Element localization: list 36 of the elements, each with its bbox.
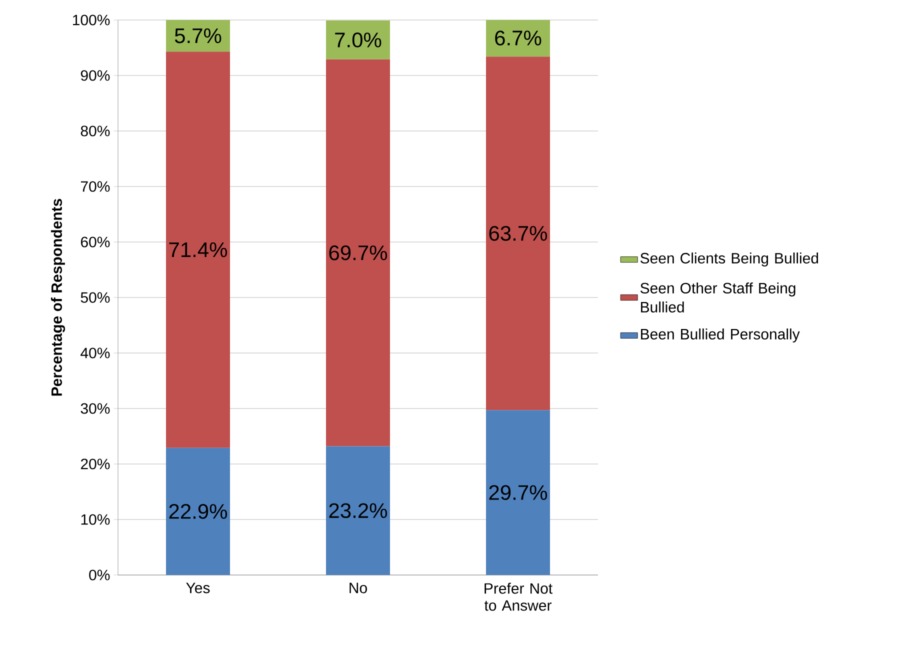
bar	[166, 20, 230, 52]
bar	[166, 448, 230, 575]
y-tick-label: 0%	[89, 570, 110, 580]
data-label: 23.2%	[329, 503, 388, 518]
y-axis-title: Percentage of Respondents	[50, 198, 66, 396]
data-label: 7.0%	[335, 32, 382, 48]
y-tick-label: 40%	[80, 348, 110, 358]
x-tick-label: No	[350, 582, 367, 594]
data-label: 63.7%	[489, 226, 548, 241]
bar	[486, 56, 550, 410]
bar	[326, 446, 390, 575]
y-tick-label: 80%	[80, 126, 110, 136]
y-tick-label: 90%	[80, 70, 110, 81]
y-tick-label: 20%	[80, 458, 110, 470]
data-label: 6.7%	[495, 30, 542, 46]
bar	[326, 59, 390, 446]
legend-label: Been Bullied Personally	[641, 328, 800, 342]
y-tick-label: 60%	[80, 236, 110, 248]
x-tick-label: Yes	[186, 582, 210, 594]
y-tick-label: 70%	[80, 181, 110, 192]
data-label: 71.4%	[169, 242, 228, 258]
y-tick-label: 50%	[80, 292, 110, 303]
bar	[486, 20, 550, 57]
y-tick-label: 100%	[73, 14, 110, 26]
data-label: 5.7%	[174, 28, 222, 44]
bar	[326, 20, 390, 60]
legend-label: Seen Other Staff Being Bullied	[640, 282, 796, 312]
legend-label: Seen Clients Being Bullied	[640, 252, 818, 266]
data-label: 29.7%	[489, 485, 548, 500]
data-label: 22.9%	[169, 504, 228, 519]
y-tick-label: 10%	[81, 514, 110, 525]
x-tick-label: Prefer Not to Answer	[484, 582, 552, 611]
bar	[166, 52, 230, 448]
y-tick-label: 30%	[80, 403, 110, 414]
bar	[486, 410, 550, 575]
data-label: 69.7%	[329, 245, 388, 260]
